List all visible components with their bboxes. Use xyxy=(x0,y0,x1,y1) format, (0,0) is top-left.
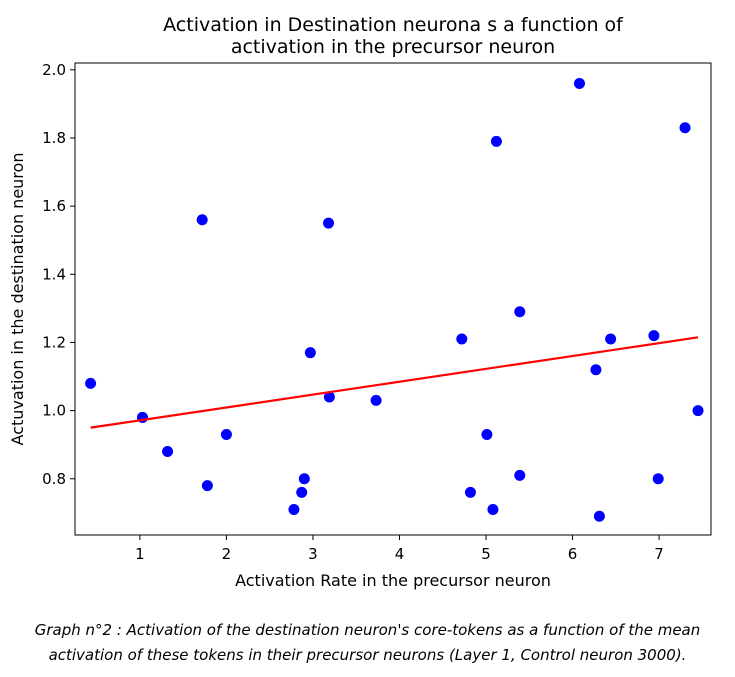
data-point xyxy=(296,486,308,498)
data-point xyxy=(85,377,97,389)
caption-line-2: activation of these tokens in their prec… xyxy=(48,646,687,664)
data-point xyxy=(298,473,310,485)
x-tick-label: 5 xyxy=(481,545,491,563)
y-tick-label: 1.6 xyxy=(42,197,66,215)
data-point xyxy=(692,405,704,417)
data-point xyxy=(323,391,335,403)
plot-area xyxy=(74,62,712,536)
x-tick-label: 2 xyxy=(222,545,232,563)
y-tick-label: 1.2 xyxy=(42,333,66,351)
data-point xyxy=(196,214,208,226)
y-axis-label: Actuvation in the destination neuron xyxy=(8,153,27,446)
data-point xyxy=(679,122,691,134)
x-tick-label: 7 xyxy=(654,545,664,563)
data-point xyxy=(605,333,617,345)
x-axis: 1 2 3 4 5 6 7 xyxy=(135,535,664,563)
y-axis: 0.8 1.0 1.2 1.4 1.6 1.8 2.0 xyxy=(42,61,75,488)
data-point xyxy=(573,77,585,89)
x-tick-label: 3 xyxy=(308,545,318,563)
chart-title-line-2: activation in the precursor neuron xyxy=(231,36,555,58)
data-point xyxy=(481,428,493,440)
x-tick-label: 6 xyxy=(568,545,578,563)
data-point xyxy=(220,428,232,440)
data-point xyxy=(514,306,526,318)
data-point xyxy=(323,217,335,229)
trend-line xyxy=(90,336,699,429)
caption-line-1: Graph n°2 : Activation of the destinatio… xyxy=(34,621,701,639)
data-point xyxy=(652,473,664,485)
data-point xyxy=(201,480,213,492)
scatter-chart: Activation in Destination neurona s a fu… xyxy=(8,14,712,590)
data-point xyxy=(288,503,300,515)
data-point xyxy=(593,510,605,522)
x-tick-label: 4 xyxy=(395,545,405,563)
data-points xyxy=(85,77,704,522)
chart-title-line-1: Activation in Destination neurona s a fu… xyxy=(163,14,624,36)
data-point xyxy=(456,333,468,345)
data-point xyxy=(464,486,476,498)
y-tick-label: 2.0 xyxy=(42,61,66,79)
y-tick-label: 0.8 xyxy=(42,470,66,488)
data-point xyxy=(304,347,316,359)
y-tick-label: 1.0 xyxy=(42,402,66,420)
data-point xyxy=(487,503,499,515)
data-point xyxy=(162,446,174,458)
data-point xyxy=(490,135,502,147)
data-point xyxy=(514,469,526,481)
x-tick-label: 1 xyxy=(135,545,145,563)
data-point xyxy=(370,394,382,406)
data-point xyxy=(648,330,660,342)
data-point xyxy=(590,364,602,376)
y-tick-label: 1.4 xyxy=(42,265,66,283)
figure-caption: Graph n°2 : Activation of the destinatio… xyxy=(0,618,735,668)
x-axis-label: Activation Rate in the precursor neuron xyxy=(235,571,551,590)
y-tick-label: 1.8 xyxy=(42,129,66,147)
